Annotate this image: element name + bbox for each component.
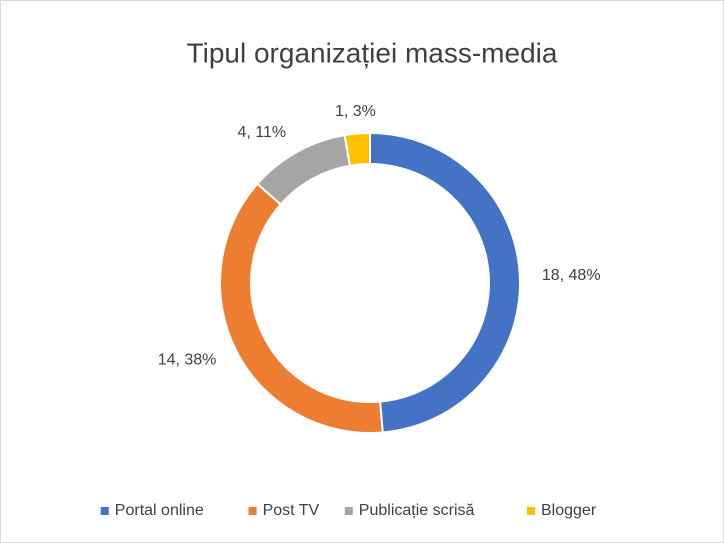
legend-label: Publicație scrisă [359, 502, 475, 519]
legend-swatch [100, 507, 109, 515]
data-label: 1, 3% [335, 103, 376, 120]
legend-swatch [527, 507, 535, 515]
data-label: 4, 11% [237, 124, 286, 141]
legend-swatch [248, 507, 257, 515]
legend-swatch [344, 507, 353, 515]
chart-title: Tipul organizației mass-media [187, 37, 558, 68]
data-label: 14, 38% [158, 352, 217, 369]
legend-label: Blogger [541, 502, 597, 519]
legend-label: Portal online [115, 502, 204, 519]
data-label: 18, 48% [542, 267, 601, 284]
donut-slice [343, 131, 371, 167]
legend-label: Post TV [263, 502, 320, 519]
